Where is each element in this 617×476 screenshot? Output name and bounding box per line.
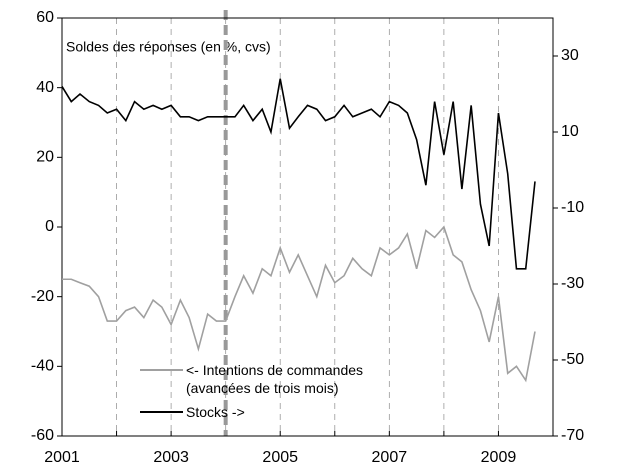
y-tick-label: 60 <box>36 9 54 26</box>
y2-tick-label: -50 <box>561 351 584 368</box>
chart-subtitle: Soldes des réponses (en %, cvs) <box>66 39 271 55</box>
y-tick-label: -60 <box>31 427 54 444</box>
x-tick-label: 2001 <box>44 449 80 466</box>
x-tick-label: 2003 <box>153 449 189 466</box>
y2-tick-label: -70 <box>561 427 584 444</box>
y-tick-label: -20 <box>31 288 54 305</box>
series-line <box>61 78 536 270</box>
x-tick-label: 2009 <box>481 449 517 466</box>
y2-tick-label: 10 <box>561 123 579 140</box>
y-tick-label: 20 <box>36 149 54 166</box>
x-tick-label: 2005 <box>262 449 298 466</box>
legend-label: <- Intentions de commandes (avancées de … <box>186 362 364 396</box>
x-tick-label: 2007 <box>372 449 408 466</box>
y-tick-label: 0 <box>45 218 54 235</box>
y2-tick-label: -10 <box>561 199 584 216</box>
y-tick-label: 40 <box>36 79 54 96</box>
y2-tick-label: -30 <box>561 275 584 292</box>
legend-label: Stocks -> <box>186 404 245 420</box>
plot-frame <box>61 17 554 437</box>
series-line <box>62 225 536 383</box>
y-tick-label: -40 <box>31 358 54 375</box>
y2-tick-label: 30 <box>561 47 579 64</box>
